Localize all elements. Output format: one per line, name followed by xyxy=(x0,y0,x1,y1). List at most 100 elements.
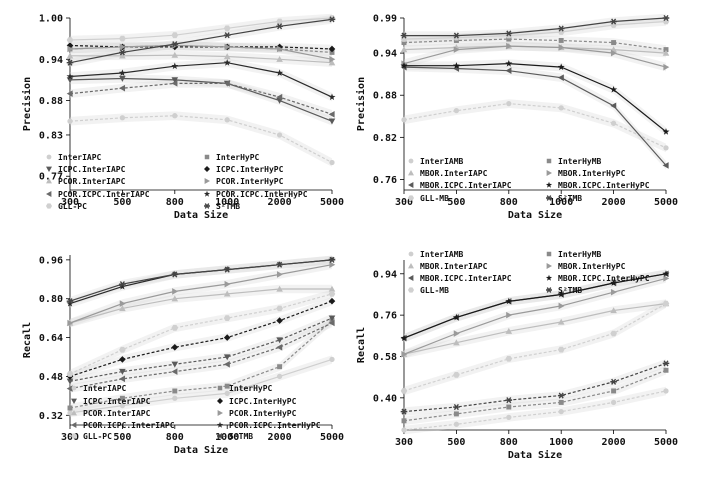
data-point xyxy=(223,32,231,39)
data-point xyxy=(329,356,335,363)
data-point xyxy=(401,350,408,358)
data-point xyxy=(505,355,513,362)
data-point xyxy=(277,364,283,370)
x-tick-label: 1000 xyxy=(549,437,573,448)
chart-panel-2: 300 500 800 1000 2000 5000 0.76 0.82 0.88 0.94 0.9… xyxy=(355,14,678,222)
data-point xyxy=(329,261,336,269)
data-point xyxy=(662,49,670,56)
x-tick-label: 300 xyxy=(61,432,79,443)
data-point xyxy=(453,372,460,378)
confidence-band xyxy=(70,255,332,306)
x-tick-label: 1000 xyxy=(549,197,573,208)
series-line xyxy=(69,62,333,98)
data-point xyxy=(401,40,407,46)
x-tick-label: 300 xyxy=(61,197,79,208)
data-point xyxy=(505,397,513,404)
data-point xyxy=(172,388,178,394)
legend-marker xyxy=(408,287,414,293)
confidence-band xyxy=(70,111,332,167)
legend-marker xyxy=(204,178,210,184)
data-point xyxy=(171,325,179,331)
legend-label: GLL-MB xyxy=(420,286,449,295)
legend-label: PCOR.ICPC.InterHyPC xyxy=(216,190,308,199)
data-point xyxy=(119,75,126,82)
legend-marker xyxy=(216,421,224,428)
x-tick-label: 300 xyxy=(395,197,413,208)
data-point xyxy=(223,315,231,321)
confidence-band xyxy=(404,359,666,416)
confidence-band xyxy=(70,58,332,102)
data-point xyxy=(119,356,126,363)
x-tick-label: 500 xyxy=(113,197,131,208)
chart-panel-4: 300 500 800 1000 2000 5000 0.40 0.58 0.76 0.94 Dat… xyxy=(356,250,678,461)
legend-marker xyxy=(217,433,223,439)
data-point xyxy=(172,288,179,295)
legend-marker xyxy=(545,274,553,281)
data-point xyxy=(328,59,336,66)
legend-label: MBOR.ICPC.InterHyPC xyxy=(558,274,650,283)
data-point xyxy=(400,32,408,39)
data-point xyxy=(276,271,283,278)
legend-label: S²TMB xyxy=(216,202,240,211)
y-tick-label: 0.99 xyxy=(373,14,397,25)
data-point xyxy=(400,62,408,69)
series-line xyxy=(403,273,667,339)
data-point xyxy=(119,346,126,353)
data-point xyxy=(119,281,126,288)
data-point xyxy=(276,69,284,76)
x-tick-label: 500 xyxy=(447,437,465,448)
y-tick-label: 0.58 xyxy=(373,352,397,363)
legend-marker xyxy=(46,166,52,172)
data-point xyxy=(505,30,513,37)
x-axis-label: Data Size xyxy=(174,444,228,456)
data-point xyxy=(224,280,231,288)
data-point xyxy=(171,32,179,39)
data-point xyxy=(662,270,670,277)
data-point xyxy=(663,47,669,53)
x-tick-label: 500 xyxy=(447,197,465,208)
data-point xyxy=(119,305,126,312)
data-point xyxy=(67,410,73,416)
data-point xyxy=(171,361,179,368)
data-point xyxy=(119,300,126,307)
series-line xyxy=(403,369,667,422)
data-point xyxy=(223,25,231,32)
legend-label: InterIAMB xyxy=(420,250,464,259)
legend-marker xyxy=(408,182,414,188)
data-point xyxy=(610,399,617,406)
data-point xyxy=(610,102,617,110)
confidence-band xyxy=(404,299,666,396)
data-point xyxy=(171,343,179,351)
confidence-band xyxy=(404,99,666,153)
data-point xyxy=(328,319,335,327)
legend-marker xyxy=(71,410,77,416)
confidence-band xyxy=(404,59,666,136)
legend-marker xyxy=(46,203,52,209)
data-point xyxy=(610,378,617,385)
data-point xyxy=(66,37,74,43)
data-point xyxy=(66,298,74,305)
data-point xyxy=(67,319,74,327)
series-line xyxy=(403,303,667,392)
data-point xyxy=(224,383,230,389)
data-point xyxy=(223,80,230,87)
data-point xyxy=(223,266,231,273)
series-line xyxy=(69,293,333,375)
legend-marker xyxy=(408,275,414,281)
x-tick-label: 1000 xyxy=(215,432,239,443)
data-point xyxy=(119,43,126,51)
data-point xyxy=(223,334,231,341)
legend-marker xyxy=(71,398,77,404)
legend-label: PCOR.InterIAPC xyxy=(58,177,126,186)
data-point xyxy=(452,62,460,69)
chart-panel-3: 300 500 800 1000 2000 5000 0.32 0.48 0.64 0.80 0.9… xyxy=(22,255,344,456)
confidence-band xyxy=(70,318,332,393)
confidence-band xyxy=(404,41,666,58)
legend-marker xyxy=(204,203,210,209)
x-tick-label: 2000 xyxy=(268,432,292,443)
legend-marker xyxy=(217,410,223,416)
legend-marker xyxy=(546,263,552,269)
data-point xyxy=(610,288,617,296)
x-tick-label: 800 xyxy=(500,437,518,448)
data-point xyxy=(66,52,74,59)
